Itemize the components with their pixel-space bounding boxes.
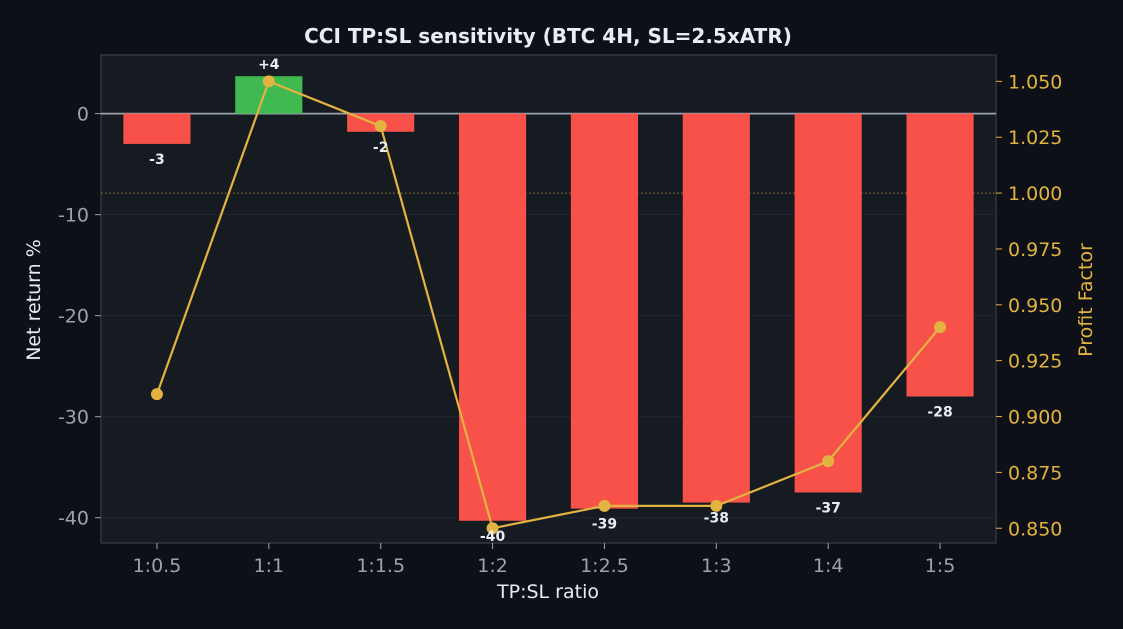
y-right-tick-label: 0.875 [1008,462,1062,484]
y-tick-label: -30 [58,407,89,429]
profit-factor-point [374,120,387,133]
profit-factor-point [598,499,611,512]
y-right-tick-label: 0.950 [1008,295,1062,317]
y-right-tick-label: 0.925 [1008,351,1062,373]
y-right-tick-label: 1.025 [1008,127,1062,149]
bar-value-label: -39 [592,517,617,533]
x-axis-label: TP:SL ratio [496,581,599,603]
profit-factor-point [262,75,275,88]
profit-factor-line [150,75,947,535]
bar [794,113,862,493]
bar-value-label: -38 [704,511,729,527]
y-right-tick-label: 1.050 [1008,71,1062,93]
x-tick-label: 1:4 [813,555,844,577]
bar-value-label: -37 [816,500,841,516]
y-tick-label: 0 [77,104,89,126]
y-axis-right-label: Profit Factor [1075,243,1097,357]
chart-title: CCI TP:SL sensitivity (BTC 4H, SL=2.5xAT… [304,24,792,48]
bar-value-labels: -3 +4 -2 -40 -39 -38 -37 -28 [149,57,953,545]
profit-factor-point [822,455,835,468]
y-tick-label: -20 [58,306,89,328]
bar-value-label: +4 [258,57,280,73]
bar-value-label: -2 [373,140,389,156]
profit-factor-point [150,388,163,401]
x-tick-label: 1:2.5 [580,555,629,577]
x-tick-label: 1:1 [254,555,285,577]
y-right-tick-label: 0.850 [1008,518,1062,540]
profit-factor-series-line [155,79,941,530]
bars [123,76,974,521]
y-right-tick-label: 1.000 [1008,183,1062,205]
y-tick-label: -40 [58,508,89,530]
bar [682,113,750,503]
bar [906,113,974,397]
axis-ticks: 0 -10 -20 -30 -40 1.050 1.025 1.000 0.975 0.950 0.… [58,71,1062,577]
bar-value-label: -28 [927,404,952,420]
x-tick-label: 1:2 [477,555,508,577]
y-right-tick-label: 0.975 [1008,239,1062,261]
bar [459,113,527,521]
y-right-tick-label: 0.900 [1008,407,1062,429]
bar [570,113,638,509]
profit-factor-point [934,321,947,334]
y-tick-label: -10 [58,205,89,227]
x-tick-label: 1:0.5 [133,555,182,577]
profit-factor-point [486,522,499,535]
y-axis-label: Net return % [23,239,45,361]
bar-value-label: -3 [149,152,165,168]
x-tick-label: 1:3 [701,555,732,577]
bar [123,113,191,144]
bar-value-label: -40 [480,529,506,545]
x-tick-label: 1:5 [925,555,956,577]
x-tick-label: 1:1.5 [356,555,405,577]
profit-factor-point [710,499,723,512]
